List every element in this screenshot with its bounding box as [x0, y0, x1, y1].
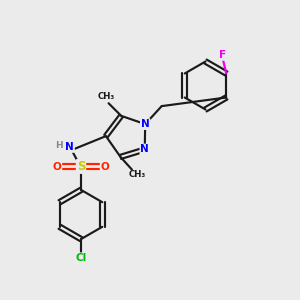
- Text: N: N: [141, 119, 150, 129]
- Text: CH₃: CH₃: [129, 170, 146, 179]
- Text: N: N: [140, 145, 149, 154]
- Text: N: N: [65, 142, 74, 152]
- Text: S: S: [77, 160, 85, 173]
- Text: O: O: [100, 161, 109, 172]
- Text: Cl: Cl: [75, 253, 87, 263]
- Text: CH₃: CH₃: [98, 92, 115, 101]
- Text: F: F: [219, 50, 226, 60]
- Text: H: H: [55, 141, 63, 150]
- Text: O: O: [52, 161, 62, 172]
